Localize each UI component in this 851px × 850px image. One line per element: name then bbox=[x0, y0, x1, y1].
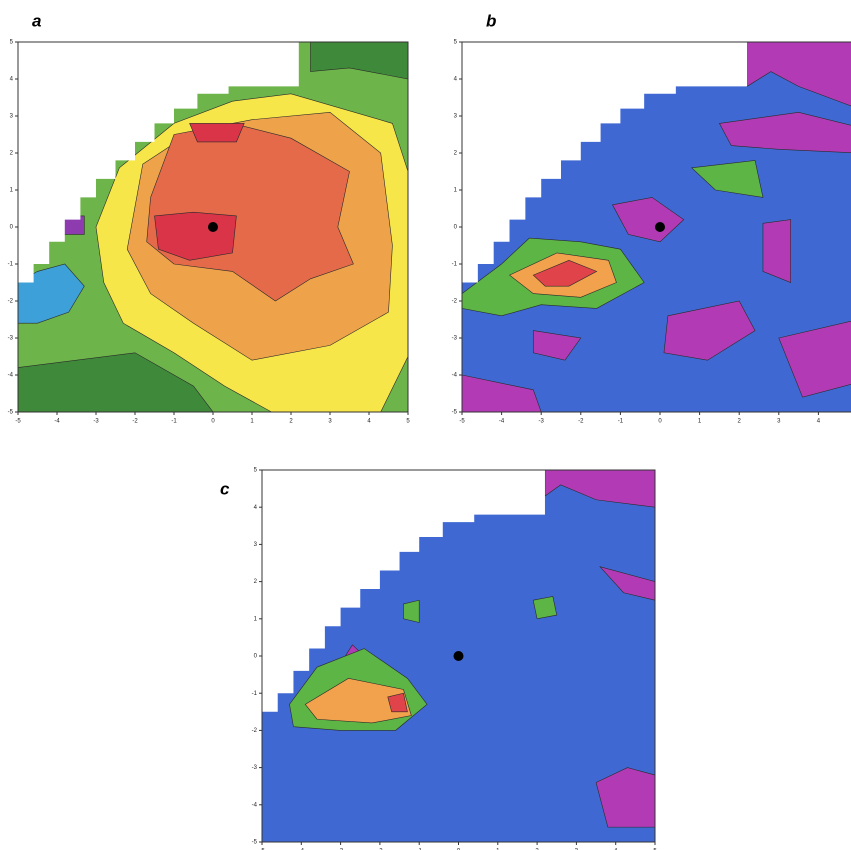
y-tick-label: -4 bbox=[452, 373, 458, 379]
y-tick-label: 1 bbox=[254, 616, 258, 622]
contour-region bbox=[17, 263, 85, 324]
x-tick-label: 4 bbox=[367, 419, 371, 425]
x-tick-label: 0 bbox=[658, 419, 662, 425]
panel: -5 -4 -3 -2 -1 0 1 2 3 4 -5 -4 -3 -2 -1 0 1 2 3 4 5 bbox=[452, 40, 851, 425]
x-tick-label: -3 bbox=[338, 849, 344, 850]
y-tick-label: 2 bbox=[10, 151, 14, 157]
y-tick-label: -2 bbox=[452, 299, 458, 305]
y-tick-label: 0 bbox=[10, 225, 14, 231]
contour-region bbox=[663, 300, 756, 361]
x-tick-label: -5 bbox=[15, 419, 21, 425]
contour-region bbox=[189, 123, 245, 143]
x-tick-label: 2 bbox=[289, 419, 293, 425]
origin-marker bbox=[208, 222, 218, 232]
x-tick-label: 4 bbox=[614, 849, 618, 850]
x-tick-label: 4 bbox=[817, 419, 821, 425]
x-tick-label: -5 bbox=[259, 849, 265, 850]
no-data-region bbox=[18, 42, 299, 283]
x-tick-label: -3 bbox=[539, 419, 545, 425]
y-tick-label: -4 bbox=[8, 373, 14, 379]
x-tick-label: 0 bbox=[457, 849, 461, 850]
contour-region bbox=[387, 692, 408, 713]
x-tick-label: 0 bbox=[211, 419, 215, 425]
x-tick-label: -3 bbox=[93, 419, 99, 425]
x-tick-label: 1 bbox=[250, 419, 254, 425]
y-tick-label: 3 bbox=[254, 542, 258, 548]
y-tick-label: 5 bbox=[254, 468, 258, 474]
contour-region bbox=[762, 219, 791, 283]
y-tick-label: -5 bbox=[452, 410, 458, 416]
y-tick-label: 4 bbox=[10, 77, 14, 83]
origin-marker bbox=[453, 651, 464, 661]
x-tick-label: -1 bbox=[618, 419, 624, 425]
y-tick-label: -5 bbox=[8, 410, 14, 416]
panel-label: a bbox=[32, 11, 41, 30]
contour-region bbox=[532, 330, 582, 361]
x-tick-label: -1 bbox=[417, 849, 423, 850]
contour-region bbox=[304, 678, 412, 724]
x-tick-label: -2 bbox=[377, 849, 383, 850]
x-tick-label: 5 bbox=[406, 419, 410, 425]
no-data-region bbox=[462, 42, 748, 283]
x-tick-label: -2 bbox=[132, 419, 138, 425]
x-tick-label: 1 bbox=[496, 849, 500, 850]
y-tick-label: 2 bbox=[254, 579, 258, 585]
x-tick-label: 5 bbox=[653, 849, 657, 850]
y-tick-label: -3 bbox=[8, 336, 14, 342]
panel-label: b bbox=[486, 11, 496, 30]
origin-marker bbox=[655, 222, 665, 232]
x-tick-label: 3 bbox=[777, 419, 781, 425]
contour-region bbox=[403, 599, 420, 623]
y-tick-label: 4 bbox=[454, 77, 458, 83]
y-tick-label: 0 bbox=[254, 654, 258, 660]
x-tick-label: 3 bbox=[575, 849, 579, 850]
panel: -5 -4 -3 -2 -1 0 1 2 3 4 5 -5 -4 -3 -2 -1 0 1 2 3 4 5 bbox=[8, 40, 411, 425]
x-tick-label: -4 bbox=[499, 419, 505, 425]
y-tick-label: -3 bbox=[452, 336, 458, 342]
contour-region bbox=[778, 320, 851, 398]
y-tick-label: 1 bbox=[454, 188, 458, 194]
x-tick-label: -4 bbox=[299, 849, 305, 850]
x-tick-label: 2 bbox=[535, 849, 539, 850]
contour-region bbox=[691, 160, 764, 198]
y-tick-label: 2 bbox=[454, 151, 458, 157]
contour-region bbox=[532, 259, 598, 287]
contour-region bbox=[532, 596, 558, 620]
contour-region bbox=[718, 111, 851, 153]
x-tick-label: 2 bbox=[738, 419, 742, 425]
y-tick-label: 5 bbox=[10, 40, 14, 46]
y-tick-label: -3 bbox=[252, 765, 258, 771]
y-tick-label: 0 bbox=[454, 225, 458, 231]
panel-label: c bbox=[220, 479, 230, 498]
y-tick-label: 4 bbox=[254, 505, 258, 511]
x-tick-label: -1 bbox=[171, 419, 177, 425]
y-tick-label: -4 bbox=[252, 802, 258, 808]
x-tick-label: 1 bbox=[698, 419, 702, 425]
y-tick-label: -2 bbox=[8, 299, 14, 305]
y-tick-label: 3 bbox=[10, 114, 14, 120]
y-tick-label: -2 bbox=[252, 728, 258, 734]
no-data-region bbox=[262, 470, 545, 712]
y-tick-label: 5 bbox=[454, 40, 458, 46]
y-tick-label: -1 bbox=[252, 691, 258, 697]
y-tick-label: -1 bbox=[452, 262, 458, 268]
y-tick-label: -5 bbox=[252, 840, 258, 846]
x-tick-label: 3 bbox=[328, 419, 332, 425]
x-tick-label: -4 bbox=[54, 419, 60, 425]
y-tick-label: 3 bbox=[454, 114, 458, 120]
contour-region bbox=[612, 197, 685, 243]
x-tick-label: -2 bbox=[578, 419, 584, 425]
x-tick-label: -5 bbox=[459, 419, 465, 425]
y-tick-label: 1 bbox=[10, 188, 14, 194]
y-tick-label: -1 bbox=[8, 262, 14, 268]
panel: -5 -4 -3 -2 -1 0 1 2 3 4 5 -5 -4 -3 -2 -1 0 1 2 3 4 5 bbox=[252, 468, 658, 850]
